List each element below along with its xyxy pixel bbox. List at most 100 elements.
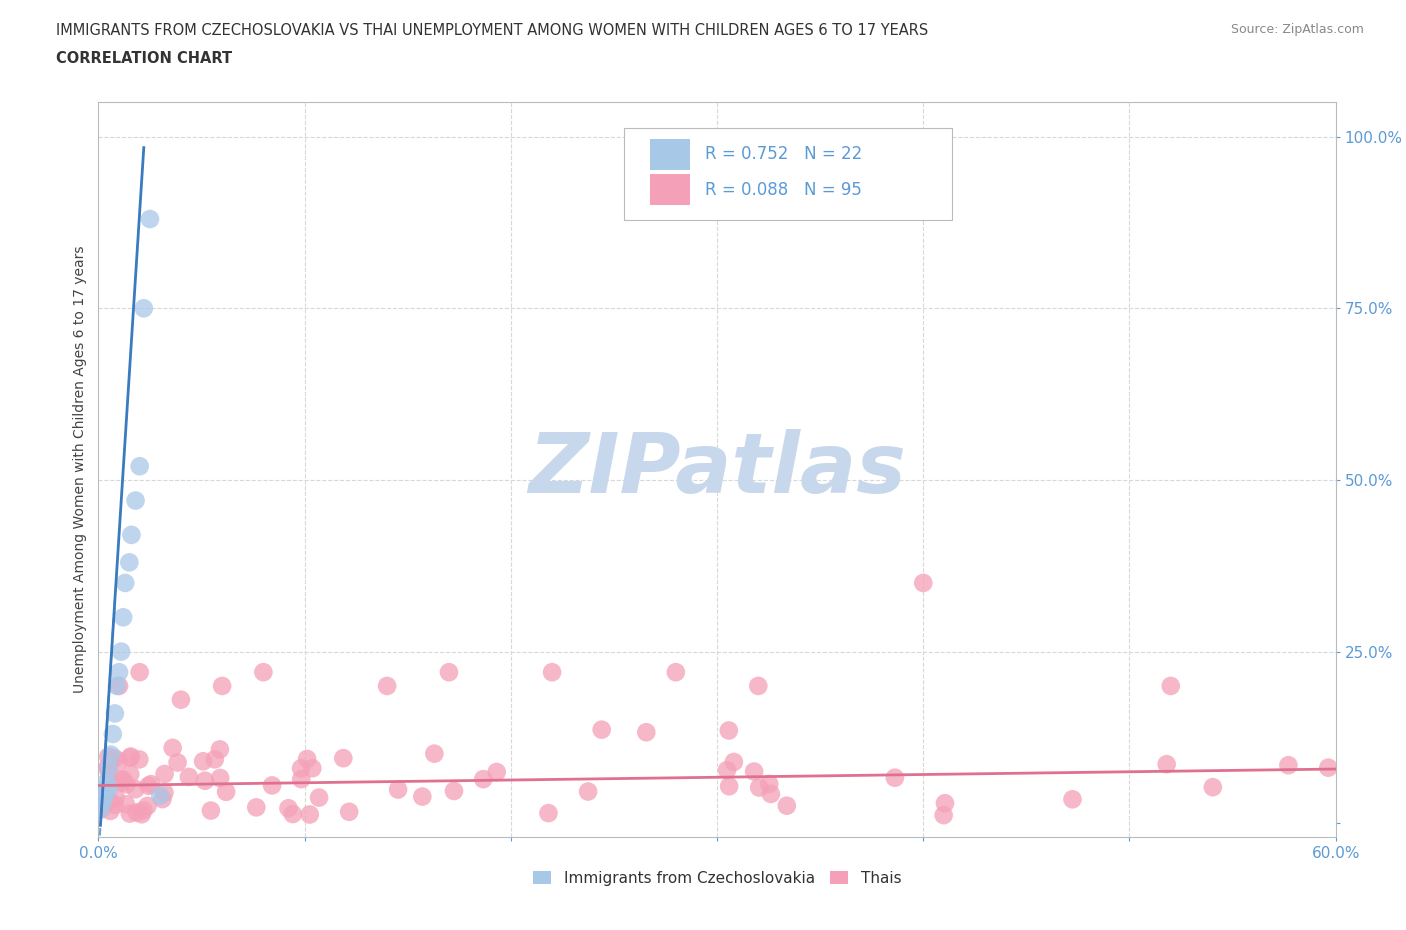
Point — [96, 775, 118, 790]
Point — [100, 752, 122, 767]
Point — [162, 740, 184, 755]
Point — [387, 782, 409, 797]
Point — [124, 493, 146, 508]
Point — [716, 763, 738, 777]
Point — [298, 807, 321, 822]
Bar — [650, 140, 690, 170]
Point — [108, 665, 131, 680]
Point — [107, 753, 129, 768]
Point — [375, 679, 398, 694]
Point — [128, 665, 150, 680]
Point — [138, 778, 160, 793]
Point — [131, 807, 153, 822]
Point — [166, 755, 188, 770]
Point — [718, 778, 741, 793]
Point — [295, 751, 318, 766]
Point — [717, 723, 740, 737]
Point — [149, 789, 172, 804]
Point — [485, 764, 508, 779]
Point — [132, 803, 155, 817]
Point — [1317, 760, 1340, 775]
Point — [411, 790, 433, 804]
Point — [472, 772, 495, 787]
Text: IMMIGRANTS FROM CZECHOSLOVAKIA VS THAI UNEMPLOYMENT AMONG WOMEN WITH CHILDREN AG: IMMIGRANTS FROM CZECHOSLOVAKIA VS THAI U… — [56, 23, 928, 38]
Point — [308, 790, 330, 805]
Point — [665, 665, 688, 680]
Point — [252, 665, 274, 680]
Point — [776, 798, 799, 813]
Point — [105, 679, 128, 694]
Point — [1156, 757, 1178, 772]
Point — [98, 768, 121, 783]
Y-axis label: Unemployment Among Women with Children Ages 6 to 17 years: Unemployment Among Women with Children A… — [73, 246, 87, 694]
Point — [118, 555, 141, 570]
Point — [423, 746, 446, 761]
Point — [332, 751, 354, 765]
Point — [748, 780, 770, 795]
Point — [262, 778, 284, 793]
Point — [128, 458, 150, 473]
Point — [277, 801, 299, 816]
Point — [742, 764, 765, 779]
Point — [104, 751, 127, 765]
Text: R = 0.088   N = 95: R = 0.088 N = 95 — [704, 180, 862, 199]
Point — [932, 808, 955, 823]
Point — [1160, 679, 1182, 694]
Point — [125, 805, 148, 820]
Point — [104, 706, 127, 721]
Point — [93, 790, 115, 805]
Point — [93, 781, 115, 796]
Point — [245, 800, 267, 815]
Point — [91, 789, 114, 804]
Point — [152, 791, 174, 806]
Point — [1202, 779, 1225, 794]
Point — [1062, 791, 1084, 806]
Point — [104, 798, 127, 813]
Point — [177, 769, 200, 784]
Point — [576, 784, 599, 799]
Point — [290, 761, 312, 776]
Point — [934, 796, 956, 811]
FancyBboxPatch shape — [624, 128, 952, 219]
Point — [723, 754, 745, 769]
Point — [591, 723, 613, 737]
Point — [111, 776, 134, 790]
Text: Source: ZipAtlas.com: Source: ZipAtlas.com — [1230, 23, 1364, 36]
Point — [110, 644, 132, 659]
Point — [97, 781, 120, 796]
Point — [747, 679, 769, 694]
Point — [1277, 758, 1299, 773]
Point — [89, 802, 111, 817]
Point — [114, 576, 136, 591]
Point — [112, 772, 135, 787]
Point — [97, 759, 120, 774]
Point — [443, 784, 465, 799]
Legend: Immigrants from Czechoslovakia, Thais: Immigrants from Czechoslovakia, Thais — [527, 865, 907, 892]
Point — [290, 772, 312, 787]
Point — [90, 802, 112, 817]
Point — [200, 804, 222, 818]
Point — [281, 806, 304, 821]
Text: R = 0.752   N = 22: R = 0.752 N = 22 — [704, 145, 862, 164]
Point — [98, 804, 121, 818]
Point — [98, 793, 121, 808]
Point — [115, 797, 138, 812]
Point — [139, 212, 162, 227]
Point — [104, 790, 127, 804]
Point — [170, 692, 193, 707]
Point — [136, 799, 159, 814]
Point — [204, 751, 226, 766]
Point — [100, 747, 122, 762]
Point — [191, 754, 214, 769]
Point — [120, 749, 142, 764]
Point — [93, 789, 115, 804]
Point — [124, 782, 146, 797]
Point — [101, 726, 124, 741]
Point — [211, 679, 233, 694]
Point — [194, 773, 217, 788]
Point — [301, 761, 323, 776]
Point — [758, 777, 780, 791]
Point — [97, 750, 120, 764]
Point — [153, 785, 176, 800]
Point — [759, 787, 782, 802]
